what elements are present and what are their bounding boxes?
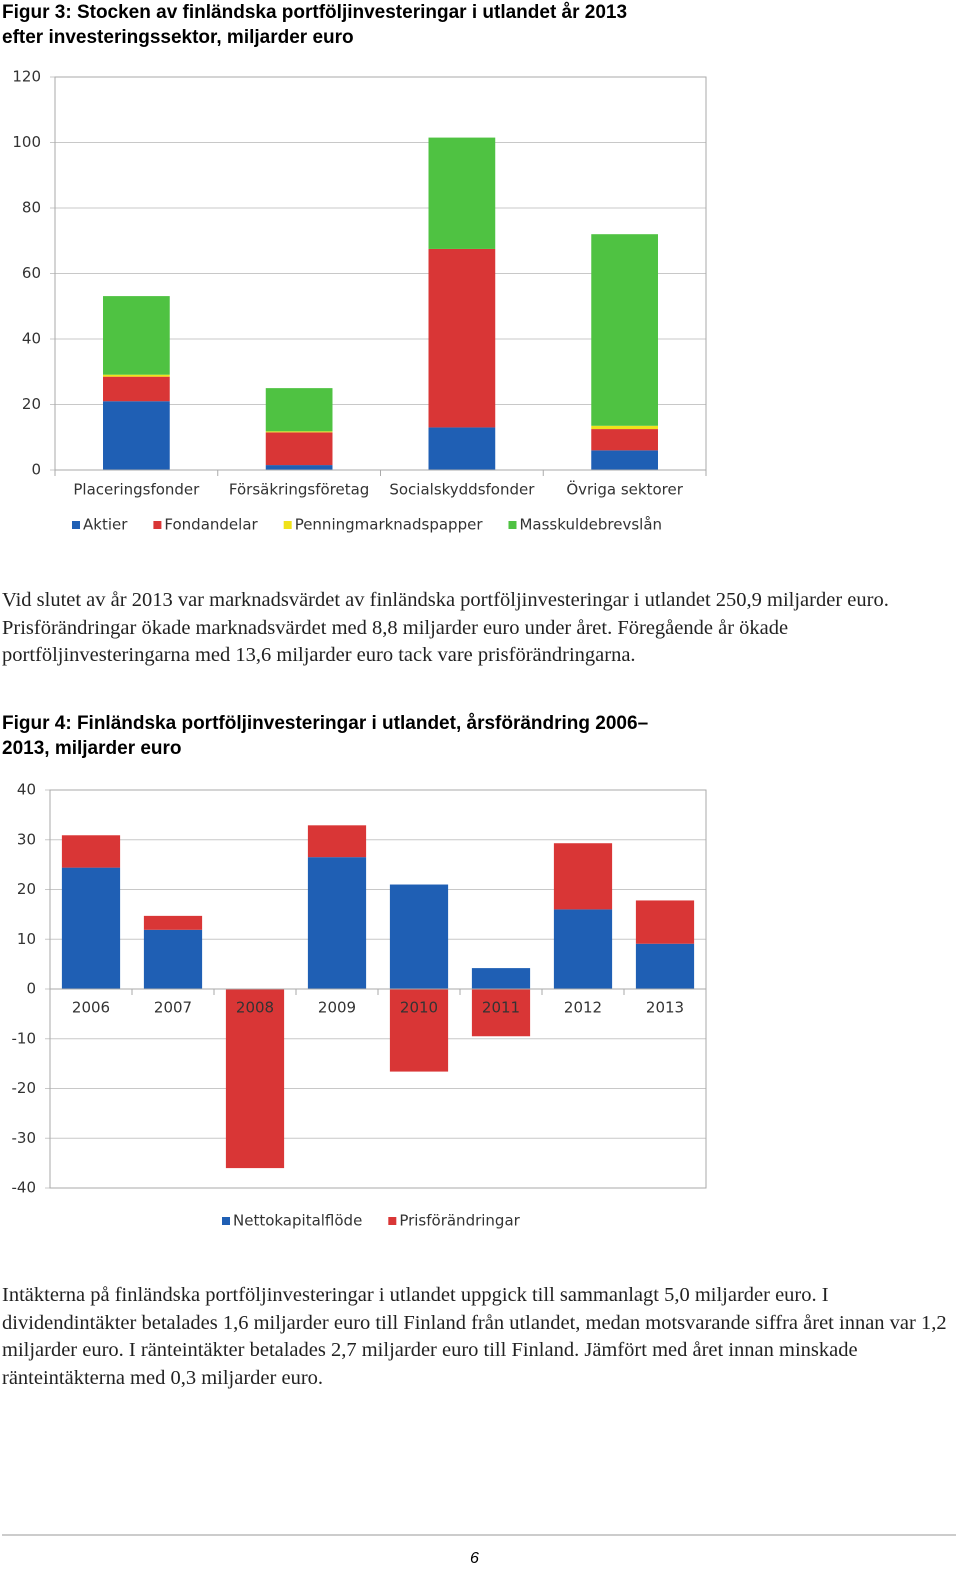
bar [61,835,121,868]
legend-swatch [222,1217,230,1225]
bar [103,296,170,375]
bar [307,857,367,989]
x-tick-label: 2007 [154,999,192,1017]
paragraph: Vid slutet av år 2013 var marknadsvärdet… [2,589,889,666]
y-tick-label: 20 [22,395,41,413]
y-tick-label: -10 [12,1029,37,1047]
y-tick-label: 60 [22,264,41,282]
y-tick-label: -40 [12,1179,37,1197]
y-tick-label: 40 [17,781,36,799]
y-tick-label: 80 [22,199,41,217]
bar [591,234,658,426]
bar [265,432,333,466]
bar [143,915,203,930]
x-tick-label: 2010 [400,999,438,1017]
bar [389,884,449,989]
x-tick-label: 2012 [564,999,602,1017]
x-tick-label: 2008 [236,999,274,1017]
bar [635,900,695,944]
legend-swatch [508,521,517,529]
legend-label: Penningmarknadspapper [295,516,484,534]
x-tick-label: Placeringsfonder [73,481,200,499]
page-number: 6 [470,1550,479,1567]
bar [591,425,658,430]
figure-title: Figur 4: Finländska portföljinvesteringa… [2,713,649,759]
x-tick-label: Försäkringsföretag [229,481,369,499]
bar [635,943,695,989]
bar [471,968,531,989]
y-tick-label: 10 [17,930,36,948]
x-tick-label: Socialskyddsfonder [389,481,535,499]
paragraph: Intäkterna på finländska portföljinveste… [2,1284,947,1389]
legend-swatch [388,1217,397,1225]
y-tick-label: 100 [12,133,41,151]
bar [428,248,496,428]
bar [61,867,121,989]
legend-swatch [153,521,162,529]
y-tick-label: 20 [17,880,36,898]
bar [143,929,203,989]
bar [428,137,496,249]
bar [591,450,658,470]
legend-label: Masskuldebrevslån [519,516,662,534]
bar [471,989,531,1037]
bar [103,374,170,377]
bar [265,388,333,432]
x-tick-label: Övriga sektorer [566,480,683,499]
legend-label: Nettokapitalflöde [233,1212,362,1230]
bar [225,989,285,1169]
y-tick-label: -20 [12,1079,37,1097]
y-tick-label: -30 [12,1129,37,1147]
x-tick-label: 2011 [482,999,520,1017]
x-tick-label: 2013 [646,999,684,1017]
bar [591,429,658,451]
legend-label: Aktier [83,516,128,534]
figure-title: Figur 3: Stocken av finländska portfölji… [2,2,628,48]
bar [553,843,613,910]
x-tick-label: 2006 [72,999,110,1017]
bar [265,431,333,433]
y-tick-label: 0 [26,980,36,998]
legend-label: Fondandelar [164,516,258,534]
legend-swatch [72,521,80,529]
bar [389,989,449,1072]
y-tick-label: 120 [12,68,41,86]
bar [553,909,613,989]
bar [428,427,496,470]
y-tick-label: 30 [17,830,36,848]
bar [103,401,170,470]
x-tick-label: 2009 [318,999,356,1017]
legend-label: Prisförändringar [399,1212,520,1230]
legend-swatch [283,521,292,529]
bar [265,465,333,470]
bar [307,825,367,858]
y-tick-label: 0 [31,461,41,479]
y-tick-label: 40 [22,330,41,348]
bar [103,376,170,402]
